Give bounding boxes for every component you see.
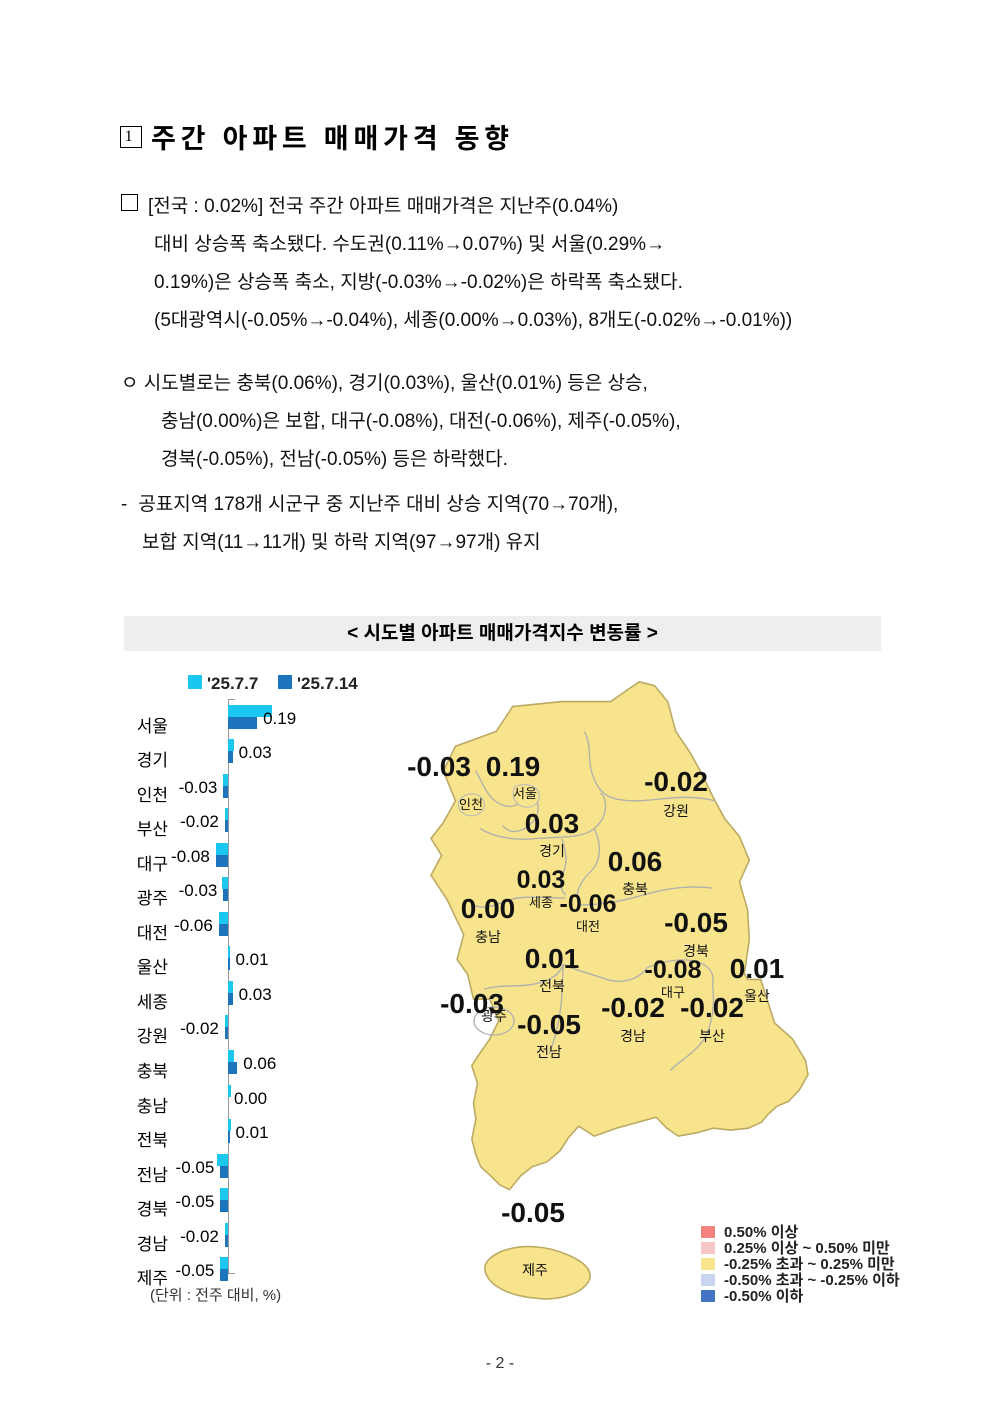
svg-text:강원: 강원: [663, 803, 689, 819]
svg-text:-0.03: -0.03: [440, 988, 504, 1019]
svg-text:0.00: 0.00: [461, 893, 516, 924]
svg-text:충북: 충북: [622, 881, 648, 897]
svg-text:0.19: 0.19: [486, 751, 541, 782]
svg-text:부산: 부산: [699, 1028, 725, 1044]
svg-text:0.06: 0.06: [608, 846, 663, 877]
svg-text:0.01: 0.01: [730, 953, 785, 984]
svg-text:세종: 세종: [529, 895, 553, 910]
svg-text:대전: 대전: [576, 919, 600, 934]
svg-text:-0.06: -0.06: [560, 890, 617, 918]
svg-text:-0.08: -0.08: [645, 956, 702, 984]
svg-text:인천: 인천: [459, 797, 483, 812]
svg-text:전남: 전남: [536, 1044, 562, 1060]
svg-text:울산: 울산: [744, 988, 770, 1004]
svg-text:충남: 충남: [475, 929, 501, 945]
svg-text:-0.05: -0.05: [664, 907, 728, 938]
svg-text:0.03: 0.03: [525, 808, 580, 839]
svg-text:0.01: 0.01: [525, 943, 580, 974]
svg-text:서울: 서울: [513, 786, 537, 801]
svg-text:경남: 경남: [620, 1028, 646, 1044]
svg-text:-0.05: -0.05: [517, 1009, 581, 1040]
svg-text:-0.02: -0.02: [601, 992, 665, 1023]
svg-text:전북: 전북: [539, 978, 565, 994]
svg-text:-0.03: -0.03: [407, 751, 471, 782]
svg-text:-0.02: -0.02: [644, 766, 708, 797]
svg-text:경기: 경기: [539, 843, 565, 859]
svg-text:제주: 제주: [522, 1262, 548, 1278]
svg-text:-0.05: -0.05: [501, 1197, 565, 1228]
svg-text:0.03: 0.03: [517, 866, 566, 894]
svg-text:-0.02: -0.02: [680, 992, 744, 1023]
